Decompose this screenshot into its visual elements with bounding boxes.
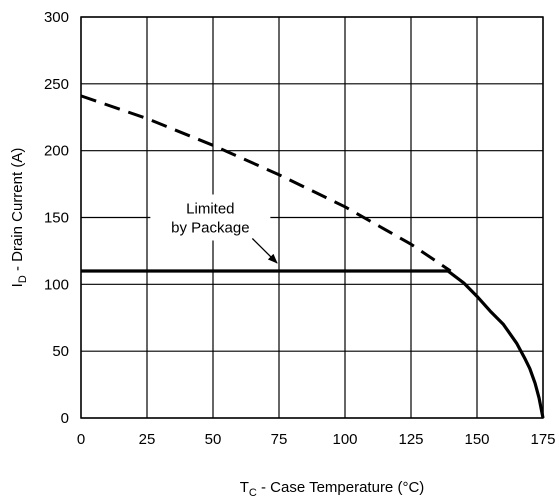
y-tick-label: 0	[61, 410, 69, 427]
y-axis-title-rest: - Drain Current (A)	[9, 148, 26, 276]
x-axis-title-main: T	[240, 479, 249, 496]
chart-series	[80, 94, 545, 419]
y-tick-label: 250	[44, 76, 69, 93]
x-tick-label: 125	[398, 431, 423, 448]
y-tick-label: 50	[52, 343, 69, 360]
y-tick-label: 150	[44, 210, 69, 227]
annotation-text-line: by Package	[171, 220, 249, 237]
y-axis-title: ID - Drain Current (A)	[9, 148, 29, 288]
series-line-1	[80, 94, 452, 273]
y-tick-label: 100	[44, 276, 69, 293]
y-axis-title-main: I	[9, 283, 26, 287]
x-tick-label: 25	[139, 431, 156, 448]
series-line-3	[446, 269, 545, 419]
x-axis-title-rest: - Case Temperature (°C)	[257, 479, 424, 496]
annotation-arrow	[251, 238, 278, 264]
y-tick-label: 200	[44, 143, 69, 160]
chart-tick-labels: 0 25 50 75 100 125 150 175 0 50 100 150 200 250 300	[44, 9, 556, 448]
x-tick-label: 50	[205, 431, 222, 448]
plot-frame	[80, 16, 544, 419]
chart-annotations: Limited by Package	[150, 194, 278, 264]
x-tick-label: 75	[271, 431, 288, 448]
x-tick-label: 175	[530, 431, 555, 448]
x-tick-label: 0	[77, 431, 85, 448]
annotation-text-line: Limited	[186, 201, 234, 218]
x-axis-title: TC - Case Temperature (°C)	[240, 479, 425, 499]
annotation-background	[150, 194, 271, 241]
x-tick-label: 150	[464, 431, 489, 448]
y-axis-title-subscript: D	[17, 275, 29, 283]
chart-grid	[80, 16, 544, 419]
y-tick-label: 300	[44, 9, 69, 26]
x-tick-label: 100	[332, 431, 357, 448]
x-axis-title-subscript: C	[249, 487, 257, 499]
